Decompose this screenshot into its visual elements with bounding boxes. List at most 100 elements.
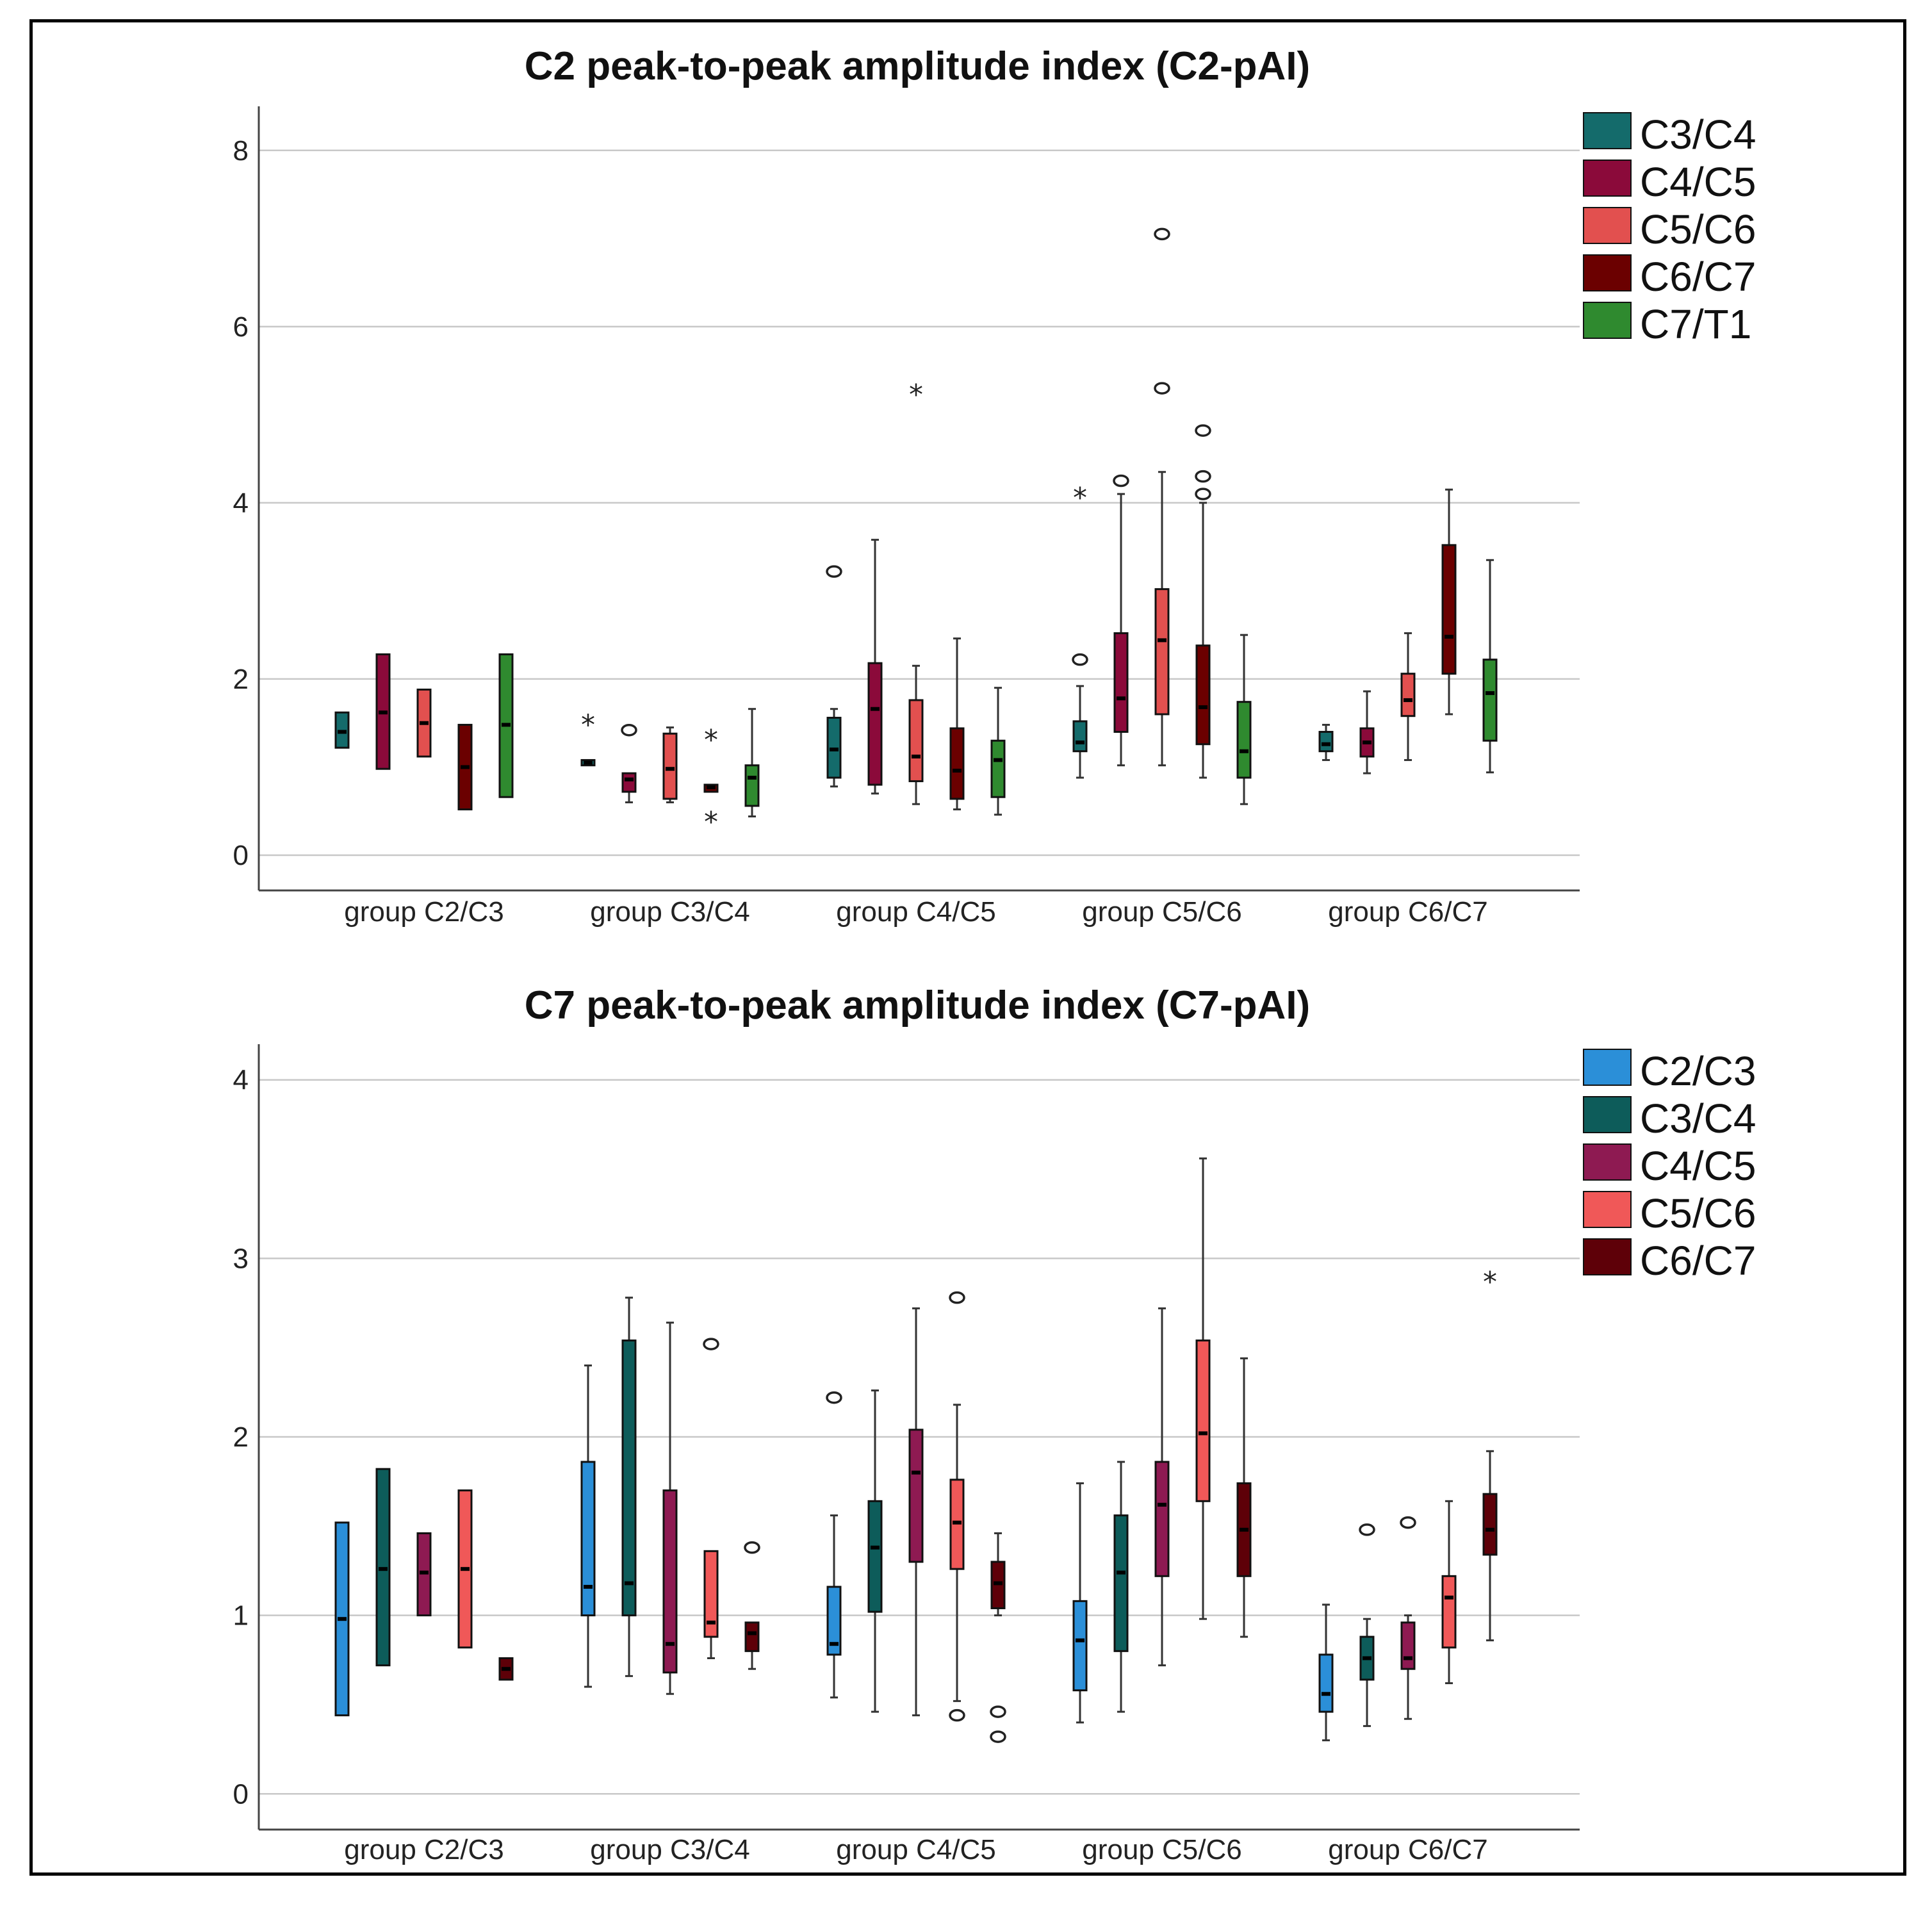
- box-iqr: [1154, 588, 1170, 716]
- legend-swatch: [1583, 112, 1632, 149]
- outlier-marker: [826, 565, 842, 578]
- box-plot: [990, 687, 1006, 816]
- box-plot: [703, 1338, 719, 1660]
- box-iqr: [990, 739, 1006, 798]
- box-plot: [1318, 723, 1334, 761]
- box-plot: [1236, 1357, 1252, 1638]
- box-plot: [1154, 227, 1170, 767]
- y-tick-label: 3: [233, 1243, 249, 1274]
- box-iqr: [826, 1585, 842, 1656]
- legend-swatch: [1583, 302, 1632, 339]
- legend-label: C3/C4: [1640, 111, 1756, 158]
- outlier-marker: [1195, 470, 1211, 483]
- legend-label: C7/T1: [1640, 301, 1751, 347]
- legend-swatch: [1583, 1191, 1632, 1228]
- chart-title: C2 peak-to-peak amplitude index (C2-pAI): [525, 44, 1310, 88]
- box-iqr: [621, 1340, 637, 1617]
- box-plot: **: [703, 724, 719, 839]
- legend-label: C2/C3: [1640, 1048, 1756, 1094]
- x-tick-label: group C6/C7: [1328, 1834, 1487, 1865]
- box-plot: [416, 1532, 432, 1617]
- box-plot: [1195, 1157, 1211, 1620]
- y-tick-label: 6: [233, 311, 249, 343]
- box-plot: [1359, 690, 1375, 774]
- legend-swatch: [1583, 1238, 1632, 1275]
- chart-title: C7 peak-to-peak amplitude index (C7-pAI): [525, 983, 1310, 1028]
- box-plot: [1113, 1461, 1129, 1713]
- x-tick-label: group C4/C5: [836, 896, 995, 928]
- box-plot: [375, 653, 391, 770]
- outlier-marker: [1195, 424, 1211, 437]
- legend-label: C5/C6: [1640, 1190, 1756, 1236]
- outlier-marker: [744, 1541, 760, 1554]
- x-tick-label: group C5/C6: [1082, 1834, 1241, 1865]
- box-plot: [1400, 1516, 1416, 1720]
- outlier-marker: [949, 1291, 965, 1304]
- box-iqr: [1113, 1514, 1129, 1652]
- legend-swatch: [1583, 254, 1632, 291]
- box-plot: [867, 539, 883, 795]
- box-plot: *: [580, 709, 596, 767]
- outlier-marker: [1154, 382, 1170, 395]
- extreme-marker: *: [1073, 482, 1087, 514]
- box-plot: *: [1482, 1266, 1498, 1642]
- legend-label: C4/C5: [1640, 1143, 1756, 1189]
- legend-swatch: [1583, 1143, 1632, 1181]
- legend-label: C5/C6: [1640, 206, 1756, 252]
- box-plot: [457, 1489, 473, 1649]
- box-plot: [1441, 1500, 1457, 1685]
- x-tick-label: group C3/C4: [590, 1834, 749, 1865]
- outlier-marker: [621, 723, 637, 737]
- extreme-marker: *: [704, 806, 718, 839]
- box-iqr: [949, 727, 965, 800]
- box-iqr: [908, 1429, 924, 1563]
- chart-panel-c7: C7 peak-to-peak amplitude index (C7-pAI)…: [233, 983, 1756, 1865]
- outlier-marker: [949, 1708, 965, 1722]
- outlier-marker: [826, 1391, 842, 1404]
- box-plot: [1400, 632, 1416, 761]
- box-plot: [744, 1541, 760, 1670]
- box-plot: [621, 723, 637, 803]
- box-iqr: [621, 772, 637, 793]
- box-iqr: [1441, 1575, 1457, 1649]
- outlier-marker: [1195, 487, 1211, 500]
- box-iqr: [1072, 720, 1088, 753]
- box-plot: [1236, 634, 1252, 805]
- legend-swatch: [1583, 160, 1632, 197]
- box-iqr: [1236, 701, 1252, 779]
- box-plot: [867, 1389, 883, 1713]
- box-plot: [1072, 1482, 1088, 1724]
- box-plot: [1154, 1307, 1170, 1667]
- x-tick-label: group C3/C4: [590, 896, 749, 928]
- y-tick-label: 0: [233, 1778, 249, 1810]
- box-iqr: [867, 1500, 883, 1613]
- box-iqr: [1154, 1461, 1170, 1577]
- box-plot: [826, 565, 842, 788]
- box-plot: [621, 1297, 637, 1677]
- box-plot: [908, 1307, 924, 1717]
- box-iqr: [744, 764, 760, 807]
- legend-label: C6/C7: [1640, 1238, 1756, 1284]
- outlier-marker: [1359, 1523, 1375, 1536]
- extreme-marker: *: [1483, 1266, 1497, 1299]
- box-plot: [1482, 559, 1498, 774]
- box-iqr: [744, 1621, 760, 1652]
- y-tick-label: 4: [233, 1065, 249, 1096]
- extreme-marker: *: [581, 709, 595, 742]
- box-plot: [990, 1532, 1006, 1743]
- box-plot: [416, 688, 432, 758]
- y-tick-label: 2: [233, 664, 249, 695]
- x-tick-label: group C2/C3: [344, 896, 503, 928]
- outlier-marker: [1154, 227, 1170, 241]
- box-plot: [1113, 474, 1129, 767]
- legend-label: C3/C4: [1640, 1095, 1756, 1142]
- box-iqr: [1482, 659, 1498, 742]
- box-iqr: [1482, 1493, 1498, 1556]
- extreme-marker: *: [704, 724, 718, 757]
- box-iqr: [1441, 544, 1457, 675]
- box-plot: *: [1072, 482, 1088, 779]
- box-iqr: [1072, 1600, 1088, 1692]
- box-iqr: [703, 1550, 719, 1638]
- box-iqr: [1318, 1653, 1334, 1713]
- box-plot: [498, 653, 514, 798]
